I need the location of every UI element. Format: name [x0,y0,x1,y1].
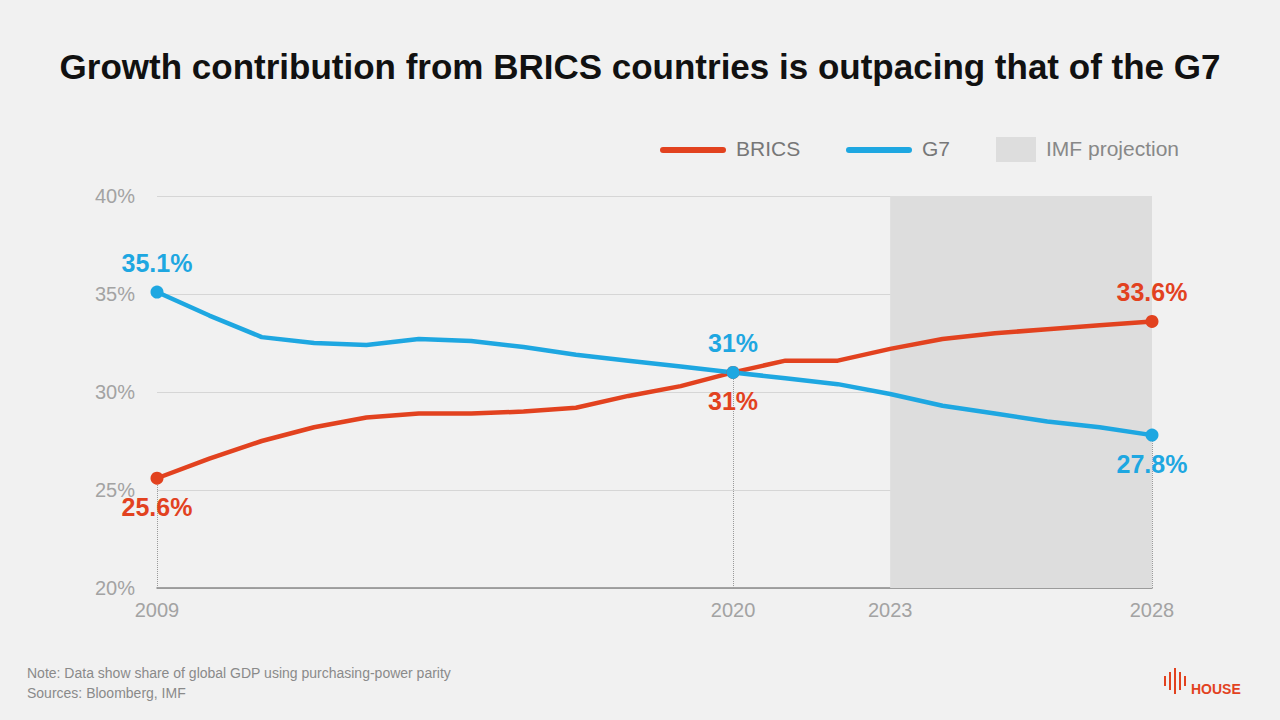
svg-text:20%: 20% [95,577,135,599]
svg-text:2028: 2028 [1130,599,1175,621]
svg-text:IMF projection: IMF projection [1046,137,1179,160]
svg-text:Sources: Bloomberg, IMF: Sources: Bloomberg, IMF [27,685,186,701]
svg-text:35.1%: 35.1% [122,249,193,277]
svg-text:35%: 35% [95,283,135,305]
svg-text:2023: 2023 [868,599,913,621]
svg-text:27.8%: 27.8% [1117,450,1188,478]
svg-text:2020: 2020 [711,599,756,621]
svg-text:30%: 30% [95,381,135,403]
svg-text:Note: Data show share of globa: Note: Data show share of global GDP usin… [27,665,451,681]
svg-text:2009: 2009 [135,599,180,621]
svg-text:31%: 31% [708,329,758,357]
svg-text:31%: 31% [708,387,758,415]
svg-text:25.6%: 25.6% [122,493,193,521]
svg-text:Growth contribution from BRICS: Growth contribution from BRICS countries… [60,47,1221,86]
svg-text:BRICS: BRICS [736,137,800,160]
svg-text:HOUSE: HOUSE [1191,681,1241,697]
svg-text:33.6%: 33.6% [1117,278,1188,306]
svg-text:25%: 25% [95,479,135,501]
svg-text:G7: G7 [922,137,950,160]
svg-text:40%: 40% [95,185,135,207]
